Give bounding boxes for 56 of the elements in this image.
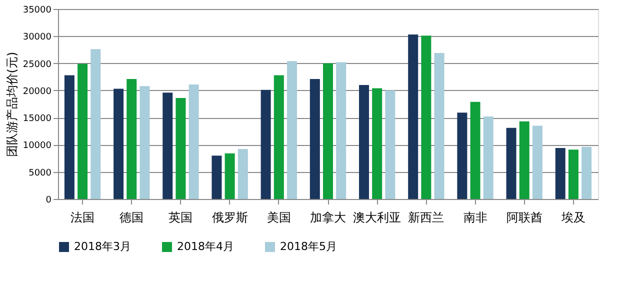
bar [457,112,468,199]
bar [336,62,346,199]
bar [434,52,444,199]
bar [188,84,199,199]
bar [568,150,578,199]
bar [323,63,333,199]
x-tick-label: 加拿大 [310,210,346,224]
y-tick-label: 10000 [22,141,52,152]
bar [408,34,418,199]
y-tick-label: 35000 [22,6,52,16]
bar [506,128,516,199]
x-tick-label: 南非 [463,210,488,224]
bar [519,121,530,199]
y-axis-title: 团队游产品均价(元) [4,52,19,158]
y-tick-label: 20000 [22,86,52,97]
bar [287,61,297,199]
bar [310,79,320,199]
x-tick-label: 俄罗斯 [212,210,248,224]
bar [114,88,124,199]
bar [470,102,480,199]
x-tick-label: 德国 [120,210,144,224]
y-tick-label: 5000 [28,168,52,178]
x-tick-label: 美国 [266,210,291,224]
bar [555,148,566,199]
bar [176,98,186,199]
y-tick-label: 15000 [22,114,52,124]
y-tick-label: 25000 [22,60,52,70]
bar [90,49,101,199]
x-tick-label: 澳大利亚 [353,210,402,224]
bar [532,126,542,199]
y-tick-label: 30000 [22,32,52,43]
x-tick-label: 英国 [168,210,193,224]
bar [224,153,235,199]
x-tick-label: 埃及 [560,210,586,224]
bar [372,88,382,199]
bar [385,90,396,199]
legend-label: 2018年4月 [177,240,234,253]
legend-label: 2018年3月 [74,240,131,253]
bar [78,64,88,199]
bar [421,36,432,199]
bar [140,86,150,199]
bar [359,85,369,199]
bar [126,79,137,199]
bar [238,149,248,199]
bar [274,75,284,199]
x-tick-label: 阿联酋 [506,210,542,224]
legend-label: 2018年5月 [280,240,337,253]
bar [260,90,271,199]
y-tick-label: 0 [46,196,52,206]
bar [483,116,494,199]
bar [162,92,173,199]
bar [64,75,74,199]
bar [582,146,592,199]
bar [212,156,222,199]
x-tick-label: 法国 [70,210,95,224]
x-tick-label: 新西兰 [408,210,444,224]
